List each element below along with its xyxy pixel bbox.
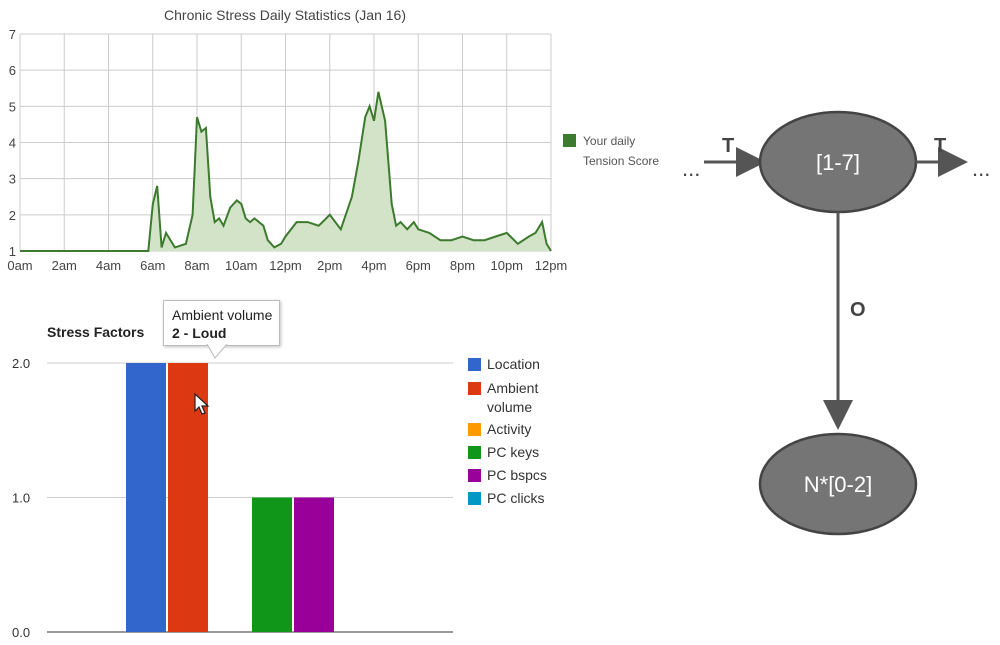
legend-swatch-pc-bspcs[interactable]	[468, 469, 481, 482]
legend-label-pc-keys: PC keys	[487, 444, 539, 460]
top-y-tick-label: 3	[9, 172, 16, 187]
top-x-tick-label: 10am	[225, 258, 258, 273]
top-y-tick-label: 2	[9, 208, 16, 223]
top-x-tick-label: 2am	[52, 258, 77, 273]
top-x-tick-label: 4pm	[361, 258, 386, 273]
bar-chart-title: Stress Factors	[47, 324, 144, 340]
top-x-tick-label: 4am	[96, 258, 121, 273]
top-x-tick-label: 8pm	[450, 258, 475, 273]
bar-location[interactable]	[126, 363, 166, 632]
legend-swatch-tension[interactable]	[563, 134, 576, 147]
top-x-tick-label: 10pm	[490, 258, 523, 273]
legend-label-tension-line1: Your daily	[583, 134, 635, 148]
legend-label-tension-line2: Tension Score	[583, 154, 659, 168]
bar-chart-legend: Location Ambient volume Activity PC keys PC b…	[468, 356, 547, 506]
bar-tooltip: Ambient volume 2 - Loud	[163, 300, 280, 346]
tension-area-chart: Chronic Stress Daily Statistics (Jan 16)…	[7, 7, 659, 273]
edge-emission-label: O	[850, 299, 866, 321]
legend-label-pc-bspcs: PC bspcs	[487, 467, 547, 483]
top-x-tick-label: 2pm	[317, 258, 342, 273]
legend-label-activity: Activity	[487, 421, 531, 437]
legend-swatch-location[interactable]	[468, 358, 481, 371]
top-x-tick-label: 8am	[184, 258, 209, 273]
ellipsis-left: ...	[682, 156, 700, 181]
legend-label-pc-clicks: PC clicks	[487, 490, 545, 506]
bar-chart-y-ticks: 0.0 1.0 2.0	[12, 356, 30, 640]
top-chart-grid	[19, 33, 552, 252]
top-chart-title: Chronic Stress Daily Statistics (Jan 16)	[164, 7, 406, 23]
bar-pc-keys[interactable]	[252, 497, 292, 633]
tooltip-pointer	[206, 344, 228, 359]
tooltip-value: 2 - Loud	[172, 325, 227, 341]
legend-label-ambient-volume: volume	[487, 399, 532, 415]
top-x-tick-label: 0am	[7, 258, 32, 273]
legend-label-location: Location	[487, 356, 540, 372]
legend-label-ambient-volume: Ambient	[487, 380, 538, 396]
bar-y-tick-label: 2.0	[12, 356, 30, 371]
legend-swatch-pc-keys[interactable]	[468, 446, 481, 459]
legend-swatch-ambient-volume[interactable]	[468, 382, 481, 395]
bar-chart-grid	[47, 362, 453, 633]
ellipsis-right: ...	[972, 156, 990, 181]
legend-swatch-pc-clicks[interactable]	[468, 492, 481, 505]
edge-incoming-label: T	[722, 135, 734, 157]
top-y-tick-label: 7	[9, 27, 16, 42]
bar-y-tick-label: 1.0	[12, 491, 30, 506]
top-x-tick-label: 12pm	[535, 258, 568, 273]
observation-node-label: N*[0-2]	[804, 472, 872, 497]
hmm-diagram: ... T [1-7] T ... O N*[0-2]	[682, 110, 990, 536]
bar-pc-bspcs[interactable]	[294, 497, 334, 633]
mouse-cursor-icon	[194, 392, 210, 415]
observation-node[interactable]	[758, 432, 918, 536]
top-chart-y-ticks: 1 2 3 4 5 6 7	[9, 27, 16, 259]
top-x-tick-label: 6am	[140, 258, 165, 273]
top-x-tick-label: 12pm	[269, 258, 302, 273]
state-node-label: [1-7]	[816, 150, 860, 175]
tension-line	[20, 91, 552, 252]
top-x-tick-label: 6pm	[406, 258, 431, 273]
edge-outgoing-label: T	[934, 135, 946, 157]
top-y-tick-label: 6	[9, 63, 16, 78]
top-y-tick-label: 4	[9, 136, 16, 151]
legend-swatch-activity[interactable]	[468, 423, 481, 436]
top-chart-x-ticks: 0am 2am 4am 6am 8am 10am 12pm 2pm 4pm 6pm 8pm 10pm 1…	[7, 258, 567, 273]
top-y-tick-label: 5	[9, 99, 16, 114]
tooltip-series: Ambient volume	[172, 307, 273, 323]
bar-y-tick-label: 0.0	[12, 625, 30, 640]
top-y-tick-label: 1	[9, 244, 16, 259]
stress-factors-bar-chart: Stress Factors 0.0 1.0 2.0 Location Ambient…	[12, 324, 547, 640]
